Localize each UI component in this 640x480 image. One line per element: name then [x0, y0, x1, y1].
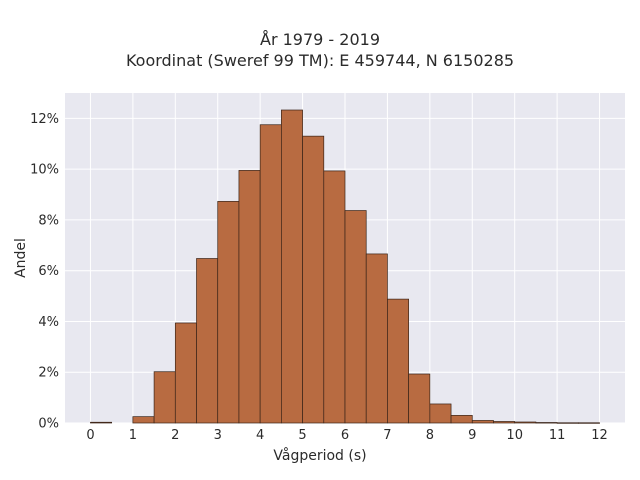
histogram-bar — [196, 258, 219, 424]
bars — [90, 109, 600, 424]
x-tick-label: 9 — [468, 428, 476, 443]
y-tick-label: 6% — [38, 264, 59, 279]
x-tick-label: 10 — [506, 428, 523, 443]
x-tick-label: 8 — [426, 428, 434, 443]
histogram-bar — [174, 322, 197, 424]
histogram-bar — [365, 253, 388, 424]
chart-subtitle: Koordinat (Sweref 99 TM): E 459744, N 61… — [125, 51, 515, 70]
histogram-bar — [387, 298, 409, 424]
x-tick-label: 2 — [171, 428, 179, 443]
x-tick-label: 4 — [256, 428, 264, 443]
x-tick-label: 7 — [383, 428, 391, 443]
y-tick-label: 10% — [30, 163, 59, 178]
histogram-bar — [281, 109, 303, 424]
histogram-bar — [471, 420, 494, 424]
histogram-bar — [344, 210, 367, 424]
histogram-bar — [556, 422, 579, 424]
chart-title: År 1979 - 2019 — [260, 30, 380, 49]
y-axis-ticks: 0% 2% 4% 6% 8% 10% 12% — [30, 112, 59, 432]
x-axis-label: Vågperiod (s) — [273, 448, 367, 464]
x-axis-ticks: 0 1 2 3 4 5 6 7 8 9 10 11 12 — [86, 428, 608, 443]
histogram-bar — [493, 421, 516, 424]
histogram-bar — [535, 422, 558, 424]
x-tick-label: 3 — [214, 428, 222, 443]
histogram-bar — [450, 415, 473, 424]
x-tick-label: 11 — [549, 428, 566, 443]
y-tick-label: 4% — [38, 315, 59, 330]
y-tick-label: 2% — [38, 366, 59, 381]
x-tick-label: 12 — [591, 428, 608, 443]
histogram-bar — [577, 422, 600, 424]
y-axis-label: Andel — [13, 238, 29, 278]
histogram-bar — [323, 170, 346, 424]
histogram-bar — [408, 373, 431, 424]
y-tick-label: 8% — [38, 213, 59, 228]
histogram-bar — [238, 170, 261, 424]
x-tick-label: 5 — [298, 428, 306, 443]
histogram-bar — [90, 421, 113, 424]
x-tick-label: 6 — [341, 428, 349, 443]
y-tick-label: 12% — [30, 112, 59, 127]
histogram-bar — [429, 403, 452, 424]
x-tick-label: 1 — [129, 428, 137, 443]
histogram-bar — [259, 124, 282, 424]
histogram-bar — [153, 371, 176, 424]
y-tick-label: 0% — [38, 417, 59, 432]
histogram-bar — [302, 135, 325, 424]
histogram-bar — [217, 201, 240, 424]
histogram-bar — [514, 421, 537, 424]
histogram-bar — [132, 416, 155, 424]
x-tick-label: 0 — [86, 428, 94, 443]
